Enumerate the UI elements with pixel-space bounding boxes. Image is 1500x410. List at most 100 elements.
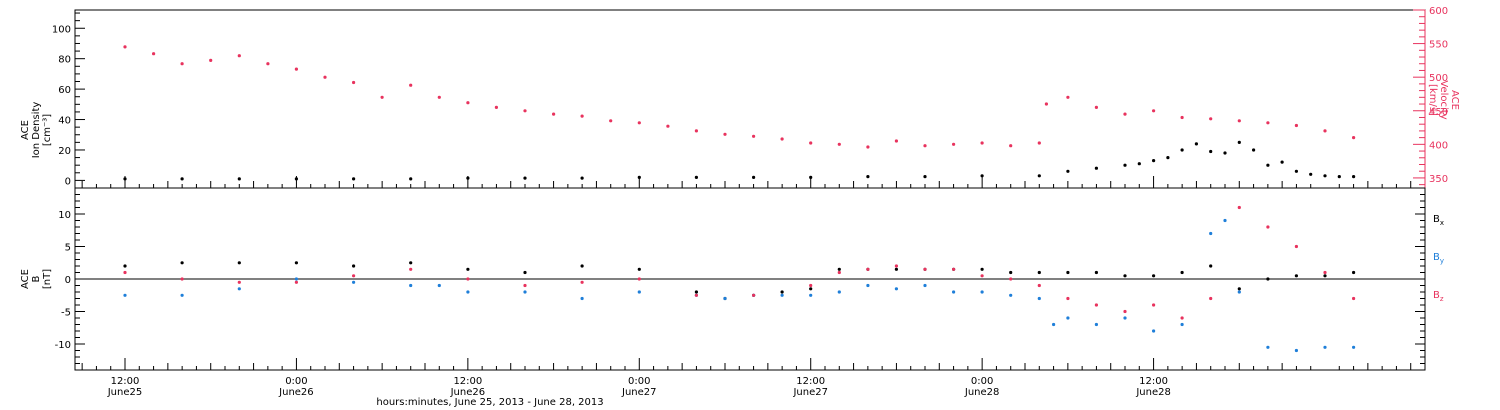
- velocity-series-point: [1237, 119, 1241, 123]
- x-tick-date: June28: [964, 387, 1000, 398]
- bz-series-point: [952, 267, 956, 271]
- velocity-series-point: [580, 114, 584, 118]
- by-series-point: [723, 296, 727, 301]
- ion-density-series-point: [1266, 163, 1270, 167]
- ion-density-series-point: [694, 175, 699, 179]
- ion-density-series-point: [1252, 148, 1256, 152]
- ion-density-series-point: [1066, 169, 1070, 173]
- by-series-point: [294, 277, 298, 281]
- ion-density-series-point: [923, 175, 927, 179]
- velocity-series-point: [437, 95, 441, 99]
- bz-series-point: [1294, 244, 1298, 249]
- ion-density-series-point: [1209, 149, 1213, 154]
- bz-series-point: [1152, 303, 1156, 307]
- bx-series-point: [409, 261, 413, 265]
- top-right-tick-label: 550: [1429, 40, 1448, 51]
- bz-series-point: [694, 293, 699, 297]
- bx-series-point: [1266, 277, 1270, 281]
- velocity-series-point: [552, 112, 556, 116]
- bz-series-point: [637, 277, 641, 281]
- velocity-series-point: [723, 132, 727, 136]
- x-tick-date: June26: [278, 387, 314, 398]
- ion-density-series-point: [1180, 148, 1184, 152]
- ion-density-series-point: [1137, 162, 1141, 166]
- bz-series-point: [123, 270, 127, 275]
- bottom-panel: -10 -5 0 5 10 ACEB[nT] Bx By Bz: [20, 187, 1444, 371]
- bx-series-point: [837, 267, 841, 271]
- bx-series-point: [1123, 274, 1127, 278]
- top-right-tick-label: 350: [1429, 174, 1448, 185]
- bz-series-point: [1237, 205, 1241, 210]
- x-tick-time: 12:00: [1139, 376, 1168, 387]
- velocity-series-point: [1323, 129, 1327, 133]
- velocity-series-point: [1352, 136, 1356, 140]
- top-right-tick-label: 500: [1429, 73, 1448, 84]
- ion-density-series-point: [1094, 166, 1098, 170]
- velocity-series-point: [809, 141, 813, 145]
- velocity-series-point: [180, 62, 184, 66]
- bz-series-point: [1009, 277, 1013, 281]
- top-left-tick-label: 20: [58, 146, 71, 157]
- by-series-point: [1223, 218, 1227, 223]
- ion-density-series-point: [1352, 175, 1356, 179]
- by-series-point: [1209, 231, 1213, 236]
- x-axis-label: hours:minutes, June 25, 2013 - June 28, …: [376, 397, 603, 408]
- by-series-point: [180, 293, 184, 297]
- ion-density-series-point: [1337, 175, 1341, 179]
- ion-density-series-point: [1309, 172, 1313, 176]
- bx-series: [123, 261, 1356, 301]
- top-panel: 0 20 40 60 80 100 350 400 450 500 550 600 ACEIon Den…: [20, 6, 1460, 189]
- bz-series-point: [1037, 283, 1041, 288]
- bz-series-point: [352, 274, 356, 278]
- velocity-series-point: [609, 119, 613, 123]
- velocity-series-point: [866, 145, 870, 149]
- velocity-series-point: [1209, 117, 1213, 121]
- top-right-tick-label: 450: [1429, 107, 1448, 118]
- velocity-series-point: [466, 101, 470, 105]
- bz-series: [123, 205, 1356, 320]
- by-series-point: [352, 280, 356, 284]
- bz-series-point: [1066, 296, 1070, 301]
- legend-by: By: [1433, 252, 1444, 265]
- bottom-left-tick-label: 5: [65, 243, 71, 254]
- bx-series-point: [1237, 287, 1241, 291]
- by-series-point: [1152, 329, 1156, 333]
- velocity-series-point: [352, 80, 356, 85]
- bz-series-point: [1352, 296, 1356, 301]
- bz-series-point: [837, 270, 841, 275]
- bz-series-point: [180, 277, 184, 281]
- by-series-point: [637, 290, 641, 294]
- bz-series-point: [1180, 316, 1184, 320]
- ion-density-series-point: [1294, 169, 1298, 173]
- top-left-tick-label: 0: [65, 176, 71, 187]
- bz-series-point: [752, 293, 756, 297]
- bz-series-point: [1094, 303, 1098, 307]
- velocity-series-point: [1009, 144, 1013, 148]
- ion-density-series-point: [523, 176, 527, 180]
- x-tick-date: June26: [450, 387, 486, 398]
- ion-density-series-point: [1037, 174, 1041, 178]
- by-series-point: [952, 290, 956, 294]
- velocity-series-point: [523, 109, 527, 113]
- x-tick-date: June27: [621, 387, 657, 398]
- ion-density-series-point: [409, 177, 413, 181]
- bz-series-point: [894, 264, 899, 268]
- ion-density-series-point: [1194, 142, 1198, 146]
- ion-density-series-point: [180, 177, 184, 181]
- top-right-tick-label: 400: [1429, 140, 1448, 151]
- bx-series-point: [1066, 270, 1070, 275]
- x-tick-time: 0:00: [628, 376, 650, 387]
- bx-series-point: [1323, 274, 1327, 278]
- by-series-point: [409, 283, 413, 288]
- bx-series-point: [637, 267, 641, 271]
- ion-density-series-point: [1323, 174, 1327, 178]
- top-left-ylabel: ACEIon Density[cm⁻³]: [20, 102, 53, 159]
- ion-density-series-point: [237, 177, 241, 181]
- by-series-point: [1052, 322, 1056, 327]
- bz-series-point: [294, 280, 298, 284]
- bz-series-point: [1266, 225, 1270, 229]
- by-series-point: [1266, 345, 1270, 349]
- velocity-series-point: [694, 129, 699, 133]
- by-series-point: [1123, 316, 1127, 320]
- bx-series-point: [1180, 270, 1184, 275]
